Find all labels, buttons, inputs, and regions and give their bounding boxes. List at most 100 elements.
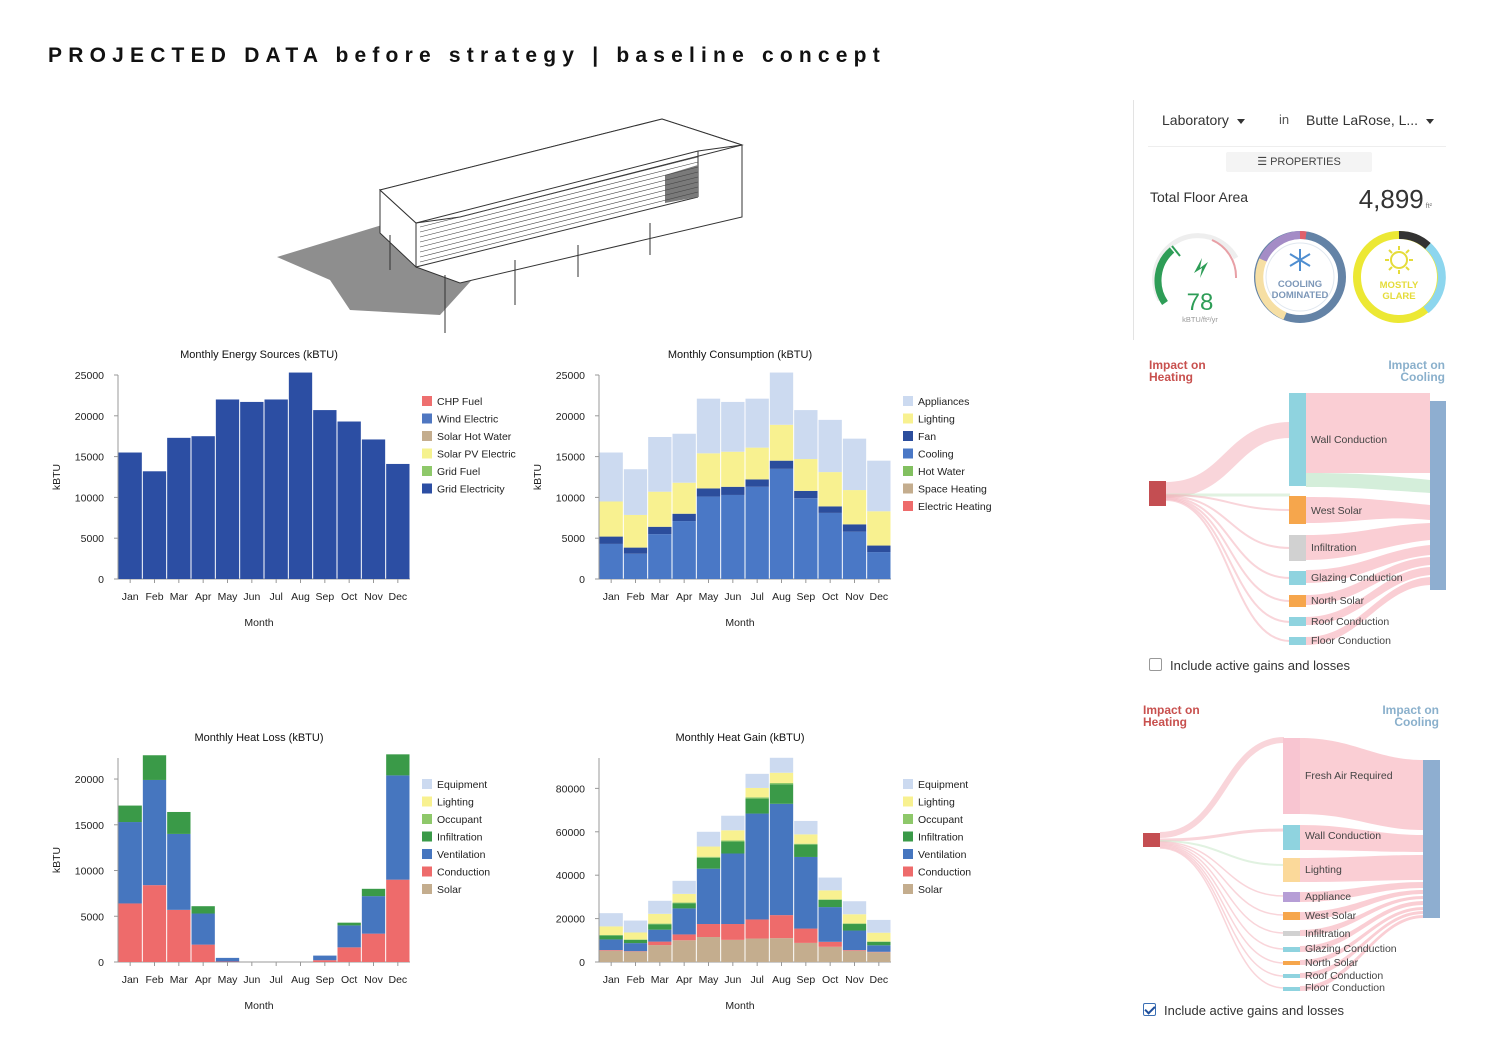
building-model-render <box>277 118 744 333</box>
legend-swatch <box>903 779 913 789</box>
bar-segment <box>599 543 623 579</box>
bar-segment <box>599 536 623 544</box>
x-tick-label: Oct <box>822 591 838 603</box>
bar-segment <box>696 488 721 497</box>
consumption-chart: Monthly Consumption (kBTU) 0 5000 10000 1500… <box>521 345 1021 635</box>
legend-label: Ventilation <box>437 849 486 861</box>
bar-segment <box>745 479 769 487</box>
node-floor-conduction <box>1283 987 1300 991</box>
bar-segment <box>142 471 167 579</box>
x-tick-label: Feb <box>145 974 163 986</box>
bar-segment <box>623 951 648 962</box>
glare-label-2: GLARE <box>1382 291 1415 302</box>
bar-segment <box>842 490 867 525</box>
heading-line: Heating <box>1143 715 1188 729</box>
bar-segment <box>818 512 842 579</box>
y-tick-label: 60000 <box>556 827 585 839</box>
bar-segment <box>794 843 818 845</box>
bar-segment <box>648 900 672 914</box>
node-west-solar <box>1289 496 1306 524</box>
bar-segment <box>215 957 240 962</box>
legend-label: CHP Fuel <box>437 396 482 408</box>
node-appliance <box>1283 892 1300 902</box>
node-north-solar <box>1289 595 1306 607</box>
heading-line: Impact on <box>1149 358 1206 372</box>
y-tick-label: 10000 <box>556 492 585 504</box>
include-active-toggle-cooling[interactable]: Include active gains and losses <box>1143 1003 1344 1018</box>
legend-label: Conduction <box>437 867 490 879</box>
in-label: in <box>1279 112 1290 127</box>
legend-label: Lighting <box>918 797 955 809</box>
bar-segment <box>648 534 672 579</box>
y-tick-label: 5000 <box>81 911 105 923</box>
legend-swatch <box>422 413 432 424</box>
bar-segment <box>696 453 721 489</box>
location-select[interactable]: Butte LaRose, L... <box>1306 112 1435 128</box>
sankey-flow-label: North Solar <box>1305 957 1359 969</box>
bar-segment <box>623 547 648 554</box>
bar-segment <box>794 942 818 962</box>
x-tick-label: Feb <box>145 591 163 603</box>
bar-segment <box>721 451 745 487</box>
node-roof-conduction <box>1289 617 1306 626</box>
bar-segment <box>386 754 410 776</box>
node-infiltration <box>1283 931 1300 936</box>
legend-label: Ventilation <box>918 849 967 861</box>
bar-segment <box>648 941 672 946</box>
bar-segment <box>191 944 215 962</box>
x-tick-label: Sep <box>315 974 334 986</box>
x-tick-label: Aug <box>772 974 791 986</box>
x-tick-label: Jul <box>269 591 282 603</box>
x-tick-label: Jul <box>269 974 282 986</box>
x-tick-label: Dec <box>388 591 407 603</box>
bar-segment <box>842 923 867 925</box>
total-floor-area-value: 4,899 <box>1358 184 1424 214</box>
building-type-value: Laboratory <box>1162 112 1229 128</box>
bar-segment <box>818 941 842 947</box>
legend-swatch <box>903 849 913 859</box>
bar-segment <box>623 469 648 515</box>
sankey-flow-label: Glazing Conduction <box>1305 943 1397 955</box>
x-tick-label: Aug <box>291 974 310 986</box>
legend-label: Lighting <box>918 414 955 426</box>
properties-button[interactable]: ☰ PROPERTIES <box>1226 152 1372 172</box>
bar-segment <box>769 468 794 579</box>
bar-segment <box>867 952 891 962</box>
legend-swatch <box>422 849 432 859</box>
bar-segment <box>867 932 891 942</box>
x-tick-label: May <box>699 974 720 986</box>
bar-segment <box>672 940 696 962</box>
x-tick-label: Sep <box>796 591 815 603</box>
x-tick-label: May <box>218 591 239 603</box>
bar-segment <box>337 947 361 962</box>
x-tick-label: Aug <box>772 591 791 603</box>
bar-segment <box>842 924 867 931</box>
sankey-flow-label: Roof Conduction <box>1311 616 1390 628</box>
building-type-select[interactable]: Laboratory <box>1162 112 1245 128</box>
heat-loss-chart: Monthly Heat Loss (kBTU) 0 5000 10000 15000 2… <box>40 728 540 1018</box>
bar-segment <box>648 924 672 930</box>
bar-segment <box>794 490 818 499</box>
legend-label: Cooling <box>918 449 954 461</box>
bar-segment <box>769 772 794 783</box>
bar-segment <box>599 501 623 537</box>
bar-segment <box>867 945 891 952</box>
bar-segment <box>142 885 167 962</box>
bar-segment <box>696 857 721 869</box>
x-tick-label: Mar <box>170 591 189 603</box>
heating-node <box>1143 833 1160 847</box>
include-active-label: Include active gains and losses <box>1170 658 1350 673</box>
checkbox-unchecked-icon[interactable] <box>1149 658 1162 671</box>
legend-label: Solar PV Electric <box>437 449 516 461</box>
include-active-toggle-heating[interactable]: Include active gains and losses <box>1149 658 1350 673</box>
sankey-flow-label: Wall Conduction <box>1305 830 1382 842</box>
y-tick-label: 5000 <box>81 533 105 545</box>
y-tick-label: 25000 <box>75 370 104 382</box>
bar-segment <box>818 899 842 908</box>
checkbox-checked-icon[interactable] <box>1143 1003 1156 1016</box>
sun-icon <box>1385 246 1413 274</box>
x-axis-label: Month <box>244 1000 273 1012</box>
bar-segment <box>648 929 672 942</box>
y-tick-label: 20000 <box>75 411 104 423</box>
bar-segment <box>623 943 648 952</box>
